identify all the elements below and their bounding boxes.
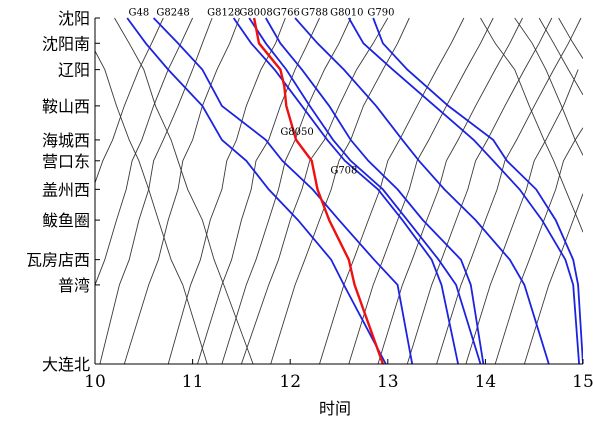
background-train-line: [523, 193, 583, 365]
train-annotation-label: G48: [129, 7, 150, 18]
highlighted-trains-layer: [252, 17, 385, 365]
train-line-g790: [372, 17, 583, 365]
background-train-line: [406, 17, 553, 365]
background-train-line: [167, 17, 286, 365]
background-train-line: [270, 17, 410, 365]
station-label: 营口东: [42, 152, 90, 171]
train-annotation-label: G788: [301, 7, 328, 18]
x-tick-label: 15: [572, 372, 593, 392]
x-tick-label: 10: [84, 372, 106, 392]
station-label: 瓦房店西: [26, 251, 90, 270]
background-train-line: [480, 17, 583, 233]
station-label: 鞍山西: [42, 97, 90, 116]
x-tick-label: 13: [377, 372, 399, 392]
station-label: 沈阳南: [42, 34, 90, 53]
train-line-g8248: [152, 17, 414, 365]
station-label: 鲅鱼圈: [42, 211, 90, 230]
background-train-line: [221, 17, 352, 365]
background-train-line: [95, 17, 194, 286]
train-annotation-label: G708: [330, 166, 357, 177]
train-annotation-label: G8248: [156, 7, 189, 18]
train-line-g788: [294, 17, 550, 365]
background-train-line: [538, 17, 583, 96]
train-annotation-label: G790: [367, 7, 394, 18]
background-train-line: [436, 17, 582, 365]
station-label: 沈阳: [58, 9, 90, 28]
train-line-g8008: [248, 17, 482, 365]
x-axis-title: 时间: [319, 399, 351, 418]
background-train-line: [465, 69, 579, 365]
background-train-line: [377, 17, 523, 365]
train-line-g8050-highlighted: [252, 17, 385, 365]
axes-layer: 10 11 12 13 14 15 沈阳沈阳南辽阳鞍山西海城西营口东盖州西鲅鱼圈瓦房店西普湾…: [26, 9, 593, 392]
main-trains-layer: [126, 17, 583, 365]
station-label: 海城西: [42, 131, 90, 150]
background-train-line: [123, 17, 240, 365]
background-train-line: [95, 17, 164, 183]
train-line-g8128: [232, 17, 459, 365]
x-tick-label: 11: [182, 372, 204, 392]
background-train-line: [348, 17, 494, 365]
background-train-line: [514, 17, 583, 156]
train-annotation-label: G8050: [280, 127, 313, 138]
train-line-g8010: [348, 17, 580, 365]
background-train-line: [99, 17, 213, 365]
train-annotation-label: G8128: [207, 7, 240, 18]
train-line-g48: [126, 17, 387, 365]
x-tick-label: 12: [279, 372, 301, 392]
background-train-line: [114, 17, 254, 365]
station-label: 盖州西: [42, 180, 90, 199]
station-label: 大连北: [42, 355, 90, 374]
train-annotation-label: G766: [273, 7, 300, 18]
x-tick-label: 14: [475, 372, 497, 392]
background-trains-layer: [95, 17, 583, 365]
station-label: 辽阳: [58, 61, 90, 80]
background-train-line: [558, 17, 583, 59]
background-train-line: [240, 17, 389, 365]
background-train-line: [95, 50, 208, 365]
train-annotation-label: G8008: [239, 7, 272, 18]
train-annotation-label: G8010: [330, 7, 363, 18]
station-label: 普湾: [58, 276, 90, 295]
train-line-g766: [265, 17, 485, 365]
background-train-line: [197, 17, 320, 365]
